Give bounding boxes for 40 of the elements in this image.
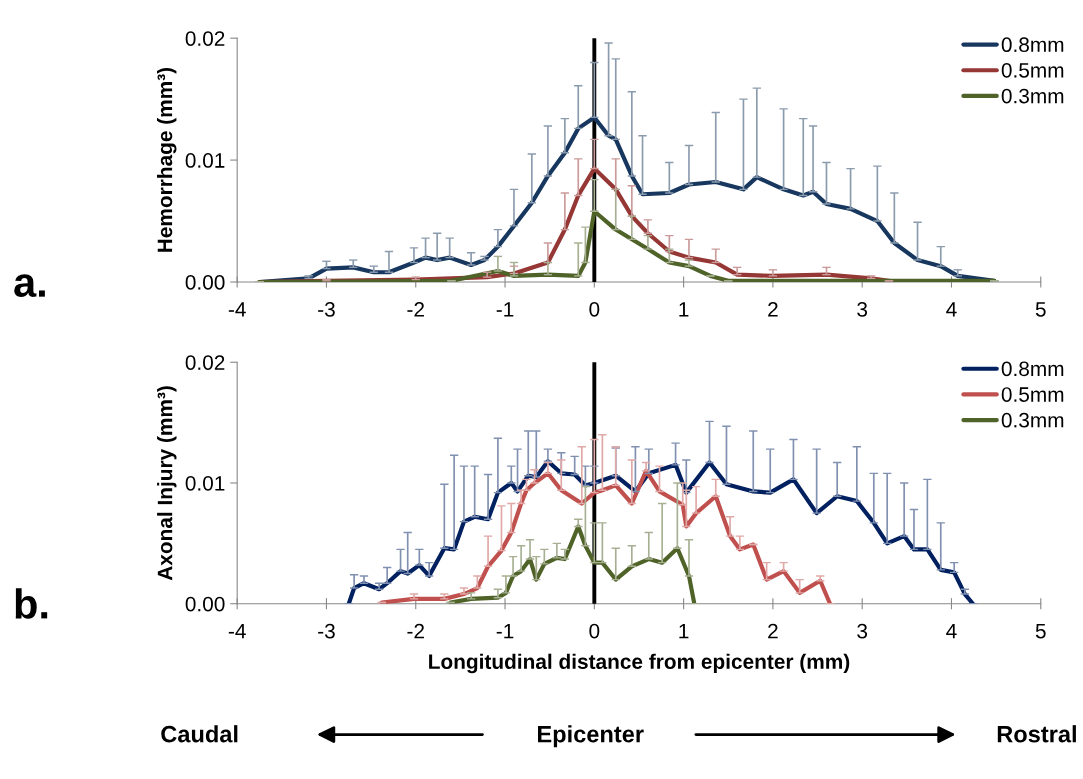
legend-label: 0.3mm <box>1001 88 1064 104</box>
x-tick-label: 5 <box>1035 302 1046 317</box>
x-tick-label: -4 <box>228 623 246 639</box>
x-tick-label: -3 <box>318 301 335 317</box>
x-tick-label: 0 <box>589 623 600 639</box>
y-tick-label: 0.00 <box>185 275 225 290</box>
y-tick-label: 0.02 <box>185 355 225 370</box>
y-tick-label: 0.00 <box>185 596 225 612</box>
x-tick-label: 1 <box>679 302 689 317</box>
x-tick-label: 3 <box>857 623 868 639</box>
y-tick-label: 0.01 <box>185 475 225 491</box>
x-tick-label: 0 <box>589 301 600 317</box>
x-tick-label: 4 <box>946 302 957 317</box>
x-tick-label: -4 <box>228 302 246 317</box>
legend-label: 0.5mm <box>1001 387 1064 402</box>
y-axis-title: Hemorrhage (mm³) <box>156 67 177 252</box>
legend-label: 0.3mm <box>1001 412 1064 428</box>
x-tick-label: -1 <box>496 302 514 317</box>
text: Epicenter <box>538 725 644 748</box>
y-tick-label: 0.01 <box>185 153 225 168</box>
x-tick-label: 2 <box>768 623 778 639</box>
x-tick-label: -1 <box>496 623 514 639</box>
x-tick-label: -3 <box>318 623 335 639</box>
x-tick-label: 5 <box>1035 623 1046 639</box>
text: b. <box>15 588 48 619</box>
x-axis-title: Longitudinal distance from epicenter (mm) <box>429 653 850 674</box>
text: Caudal <box>161 725 238 743</box>
legend-label: 0.8mm <box>1001 37 1064 53</box>
x-tick-label: 2 <box>768 301 778 317</box>
y-tick-label: 0.02 <box>185 31 225 46</box>
text: Rostral <box>997 725 1076 743</box>
y-axis-title: Axonal Injury (mm³) <box>157 386 177 581</box>
text: a. <box>14 274 45 298</box>
legend-label: 0.5mm <box>1001 62 1064 78</box>
x-tick-label: 3 <box>857 301 868 317</box>
x-tick-label: 4 <box>946 623 957 639</box>
legend-label: 0.8mm <box>1001 361 1064 377</box>
x-tick-label: 1 <box>679 623 689 639</box>
x-tick-label: -2 <box>407 301 424 317</box>
x-tick-label: -2 <box>407 623 424 639</box>
